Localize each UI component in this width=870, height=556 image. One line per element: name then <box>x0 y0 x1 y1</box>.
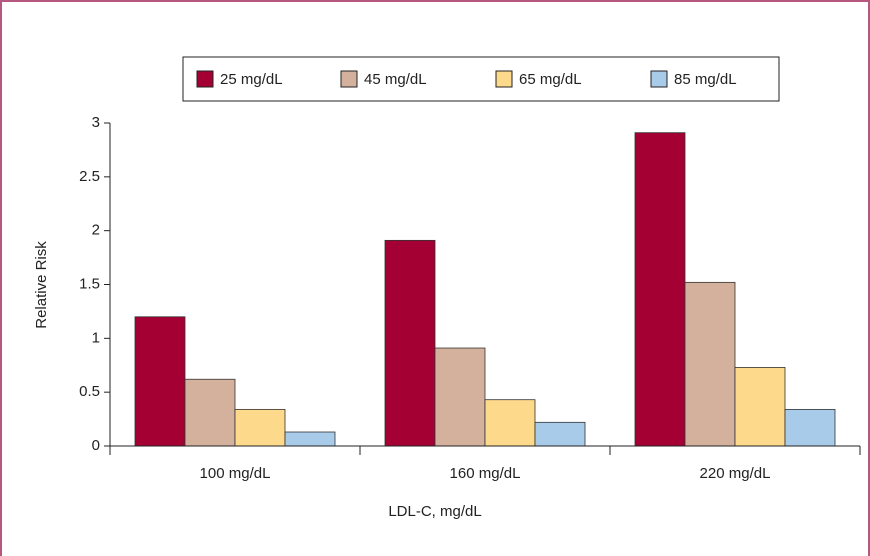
y-tick-label: 2.5 <box>79 168 100 185</box>
bar <box>634 132 686 447</box>
x-tick-label: 220 mg/dL <box>700 465 771 482</box>
y-tick-label: 1.5 <box>79 275 100 292</box>
x-tick-label: 100 mg/dL <box>200 465 271 482</box>
bar <box>684 281 736 447</box>
legend-box <box>182 56 780 102</box>
y-tick-label: 0 <box>92 437 100 454</box>
legend-swatch <box>340 70 358 88</box>
legend-label: 85 mg/dL <box>674 71 737 88</box>
legend-label: 45 mg/dL <box>364 71 427 88</box>
legend-label: 65 mg/dL <box>519 71 582 88</box>
bar <box>134 316 186 447</box>
legend-swatch <box>196 70 214 88</box>
bar <box>434 347 486 447</box>
bar <box>734 367 786 447</box>
bar <box>784 408 836 447</box>
y-tick-label: 3 <box>92 114 100 131</box>
legend-swatch <box>495 70 513 88</box>
x-tick-label: 160 mg/dL <box>450 465 521 482</box>
bar <box>484 399 536 447</box>
bar <box>184 378 236 447</box>
y-tick-label: 0.5 <box>79 383 100 400</box>
bar <box>234 408 286 447</box>
y-tick-label: 2 <box>92 222 100 239</box>
legend-swatch <box>650 70 668 88</box>
bar <box>534 421 586 447</box>
y-tick-label: 1 <box>92 329 100 346</box>
bar <box>384 239 436 447</box>
legend-label: 25 mg/dL <box>220 71 283 88</box>
bar <box>284 431 336 447</box>
x-axis-title: LDL-C, mg/dL <box>388 503 481 520</box>
y-axis-title: Relative Risk <box>33 241 50 329</box>
